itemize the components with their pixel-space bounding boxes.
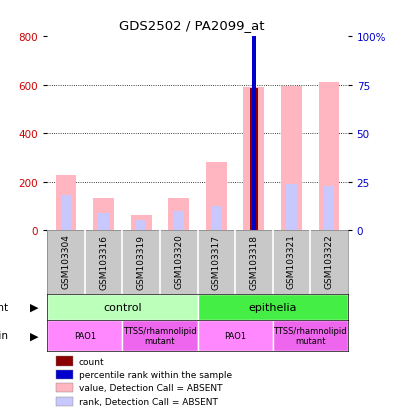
Bar	[56, 383, 73, 392]
Text: rank, Detection Call = ABSENT: rank, Detection Call = ABSENT	[79, 397, 218, 406]
Bar	[61, 196, 71, 231]
Text: value, Detection Call = ABSENT: value, Detection Call = ABSENT	[79, 383, 222, 392]
Bar	[131, 215, 152, 231]
Text: GSM103322: GSM103322	[324, 234, 333, 289]
Text: ▶: ▶	[30, 331, 38, 341]
Text: GSM103317: GSM103317	[212, 234, 221, 289]
Bar	[198, 294, 348, 320]
Text: GSM103318: GSM103318	[249, 234, 258, 289]
Bar	[122, 320, 198, 351]
Text: TTSS/rhamnolipid
mutant: TTSS/rhamnolipid mutant	[273, 326, 347, 345]
Bar	[211, 206, 222, 231]
Bar	[286, 185, 297, 231]
Text: percentile rank within the sample: percentile rank within the sample	[79, 370, 232, 379]
Text: PAO1: PAO1	[224, 331, 246, 340]
Bar	[318, 83, 339, 231]
Bar	[198, 320, 273, 351]
Bar	[98, 214, 109, 231]
Bar	[281, 87, 302, 231]
Text: epithelia: epithelia	[248, 302, 297, 312]
Text: agent: agent	[0, 302, 8, 312]
Bar	[93, 198, 114, 231]
Text: TTSS/rhamnolipid
mutant: TTSS/rhamnolipid mutant	[123, 326, 197, 345]
Bar	[47, 294, 198, 320]
Bar	[324, 186, 334, 231]
Bar	[56, 370, 73, 379]
Text: count: count	[79, 357, 105, 366]
Bar	[250, 89, 258, 231]
Text: control: control	[103, 302, 142, 312]
Text: GSM103316: GSM103316	[99, 234, 108, 289]
Bar	[56, 356, 73, 366]
Bar	[136, 220, 147, 231]
Text: ▶: ▶	[30, 302, 38, 312]
Text: GDS2502 / PA2099_at: GDS2502 / PA2099_at	[119, 19, 264, 31]
Bar	[173, 211, 184, 231]
Bar	[47, 320, 122, 351]
Bar	[56, 175, 77, 231]
Bar	[243, 88, 264, 231]
Bar	[273, 320, 348, 351]
Text: PAO1: PAO1	[74, 331, 96, 340]
Text: GSM103319: GSM103319	[137, 234, 146, 289]
Bar	[252, 0, 256, 231]
Text: GSM103304: GSM103304	[62, 234, 71, 289]
Text: GSM103321: GSM103321	[287, 234, 296, 289]
Bar	[206, 163, 227, 231]
Bar	[56, 397, 73, 406]
Bar	[168, 198, 189, 231]
Text: strain: strain	[0, 331, 8, 341]
Text: GSM103320: GSM103320	[174, 234, 183, 289]
